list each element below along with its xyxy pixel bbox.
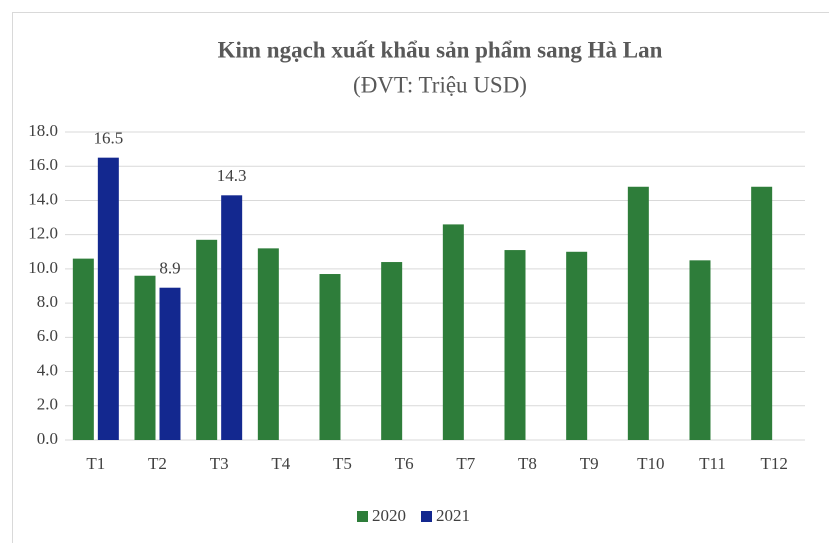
y-tick-label: 6.0: [37, 326, 58, 345]
x-tick-label: T11: [699, 454, 726, 473]
bar: [257, 248, 279, 440]
x-tick-label: T3: [210, 454, 229, 473]
y-tick-label: 18.0: [28, 121, 58, 140]
x-tick-label: T12: [760, 454, 787, 473]
data-label: 14.3: [217, 166, 247, 185]
x-tick-label: T2: [148, 454, 167, 473]
bar: [97, 157, 119, 440]
y-tick-label: 12.0: [28, 224, 58, 243]
bar: [689, 260, 711, 440]
y-tick-label: 2.0: [37, 395, 58, 414]
bar: [159, 287, 181, 440]
chart-subtitle: (ĐVT: Triệu USD): [353, 72, 527, 97]
x-tick-label: T5: [333, 454, 352, 473]
data-label: 8.9: [159, 259, 180, 278]
legend-swatch: [357, 511, 368, 522]
y-tick-label: 10.0: [28, 258, 58, 277]
y-tick-label: 8.0: [37, 292, 58, 311]
x-tick-label: T8: [518, 454, 537, 473]
bar: [381, 262, 403, 440]
bar: [319, 274, 341, 440]
x-tick-label: T1: [86, 454, 105, 473]
x-tick-label: T6: [395, 454, 414, 473]
bar: [196, 239, 218, 440]
bar: [134, 275, 156, 440]
chart-title: Kim ngạch xuất khẩu sản phẩm sang Hà Lan: [218, 37, 663, 62]
x-tick-label: T7: [456, 454, 475, 473]
bar: [221, 195, 243, 440]
y-tick-label: 4.0: [37, 360, 58, 379]
bar: [442, 224, 464, 440]
bar: [566, 251, 588, 440]
bar: [504, 250, 526, 440]
legend-label: 2021: [436, 506, 470, 525]
bar: [72, 258, 94, 440]
legend-label: 2020: [372, 506, 406, 525]
y-tick-label: 0.0: [37, 429, 58, 448]
bar: [751, 186, 773, 440]
x-tick-label: T9: [580, 454, 599, 473]
x-tick-label: T10: [637, 454, 664, 473]
bar: [627, 186, 649, 440]
y-tick-label: 16.0: [28, 155, 58, 174]
legend-swatch: [421, 511, 432, 522]
x-tick-label: T4: [271, 454, 290, 473]
data-label: 16.5: [93, 129, 123, 148]
y-tick-label: 14.0: [28, 189, 58, 208]
